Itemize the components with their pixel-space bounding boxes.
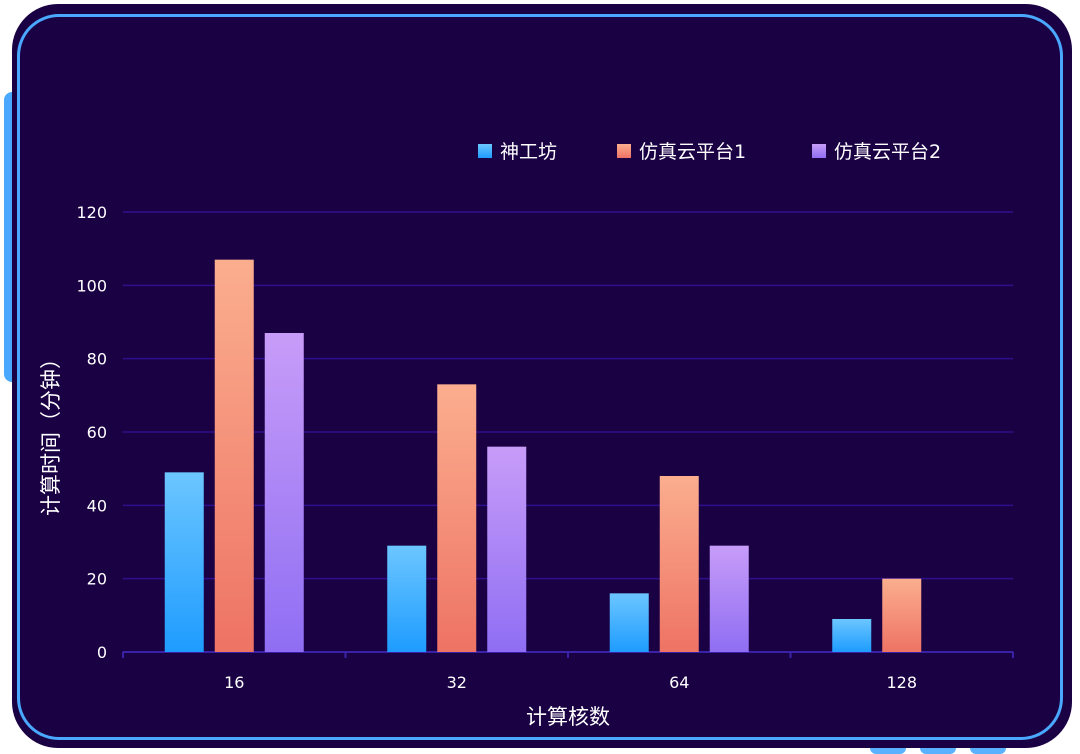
- y-tick-label: 0: [97, 643, 107, 662]
- bars: [164, 259, 922, 652]
- bar: [164, 472, 204, 652]
- y-tick-label: 40: [87, 496, 107, 515]
- bar: [832, 619, 872, 652]
- bar: [709, 545, 749, 652]
- x-axis: [122, 651, 1014, 658]
- legend: 神工坊 仿真云平台1 仿真云平台2: [478, 141, 941, 163]
- legend-label: 仿真云平台2: [834, 141, 941, 163]
- bar: [609, 593, 649, 652]
- y-tick-label: 80: [87, 350, 107, 369]
- y-axis-title: 计算时间（分钟）: [39, 348, 63, 516]
- bar: [882, 578, 922, 652]
- y-tick-label: 20: [87, 570, 107, 589]
- y-tick-label: 120: [76, 203, 107, 222]
- y-tick-label: 60: [87, 423, 107, 442]
- x-tick-label: 64: [669, 673, 689, 692]
- legend-label: 神工坊: [500, 141, 557, 163]
- legend-swatch: [478, 144, 492, 158]
- x-tick-label: 128: [886, 673, 917, 692]
- y-tick-label: 100: [76, 276, 107, 295]
- legend-label: 仿真云平台1: [639, 141, 746, 163]
- x-tick-label: 16: [224, 673, 244, 692]
- bar: [659, 476, 699, 652]
- legend-swatch: [812, 144, 826, 158]
- bar: [264, 333, 304, 652]
- x-axis-ticks: 16 32 64 128: [224, 673, 917, 692]
- bar: [437, 384, 477, 652]
- grid-lines: [123, 211, 1013, 580]
- bar: [487, 446, 527, 652]
- x-axis-title: 计算核数: [526, 705, 610, 729]
- chart-panel-border: [17, 14, 1063, 740]
- y-axis-ticks: 0 20 40 60 80 100 120: [76, 203, 107, 662]
- x-tick-label: 32: [447, 673, 467, 692]
- legend-swatch: [617, 144, 631, 158]
- bar: [387, 545, 427, 652]
- bar: [214, 259, 254, 652]
